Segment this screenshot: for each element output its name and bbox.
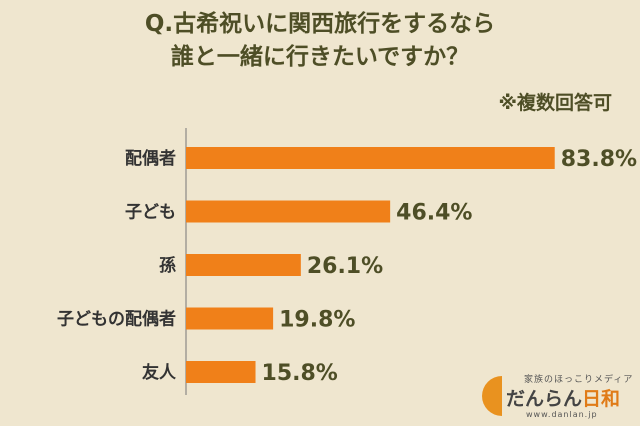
category-label: 子ども — [125, 203, 176, 223]
value-label: 46.4% — [396, 201, 472, 226]
bar — [186, 147, 555, 169]
value-label: 15.8% — [262, 361, 338, 386]
chart-title-line-1: Q.古希祝いに関西旅行をするなら — [144, 11, 496, 37]
chart-title: Q.古希祝いに関西旅行をするなら 誰と一緒に行きたいですか？ — [0, 8, 640, 74]
logo-name: だんらん日和 — [506, 384, 620, 411]
category-label: 孫 — [159, 255, 176, 276]
logo-tagline: 家族のほっこりメディア — [524, 375, 634, 385]
bar — [186, 307, 274, 330]
logo-name-main: だんらん — [506, 388, 583, 410]
multiple-answer-note: ※複数回答可 — [498, 92, 612, 114]
category-label: 配偶者 — [125, 148, 176, 169]
value-label: 83.8% — [561, 147, 637, 172]
category-label: 友人 — [142, 362, 177, 383]
category-label: 子どもの配偶者 — [57, 309, 176, 330]
bars-group: 配偶者 83.8% 子ども 46.4% 孫 26.1% 子どもの配偶者 19.8% 友人 15.8… — [57, 147, 637, 386]
logo-mark-icon — [482, 376, 522, 416]
value-label: 26.1% — [307, 254, 383, 279]
bar — [186, 200, 391, 223]
logo-url: www.danlan.jp — [526, 410, 598, 419]
danran-biyori-logo: 家族のほっこりメディア だんらん日和 www.danlan.jp — [482, 372, 632, 422]
chart-title-line-2: 誰と一緒に行きたいですか？ — [170, 44, 470, 70]
bar — [186, 361, 256, 383]
logo-name-accent: 日和 — [582, 388, 621, 410]
bar — [186, 254, 301, 276]
value-label: 19.8% — [279, 308, 355, 333]
